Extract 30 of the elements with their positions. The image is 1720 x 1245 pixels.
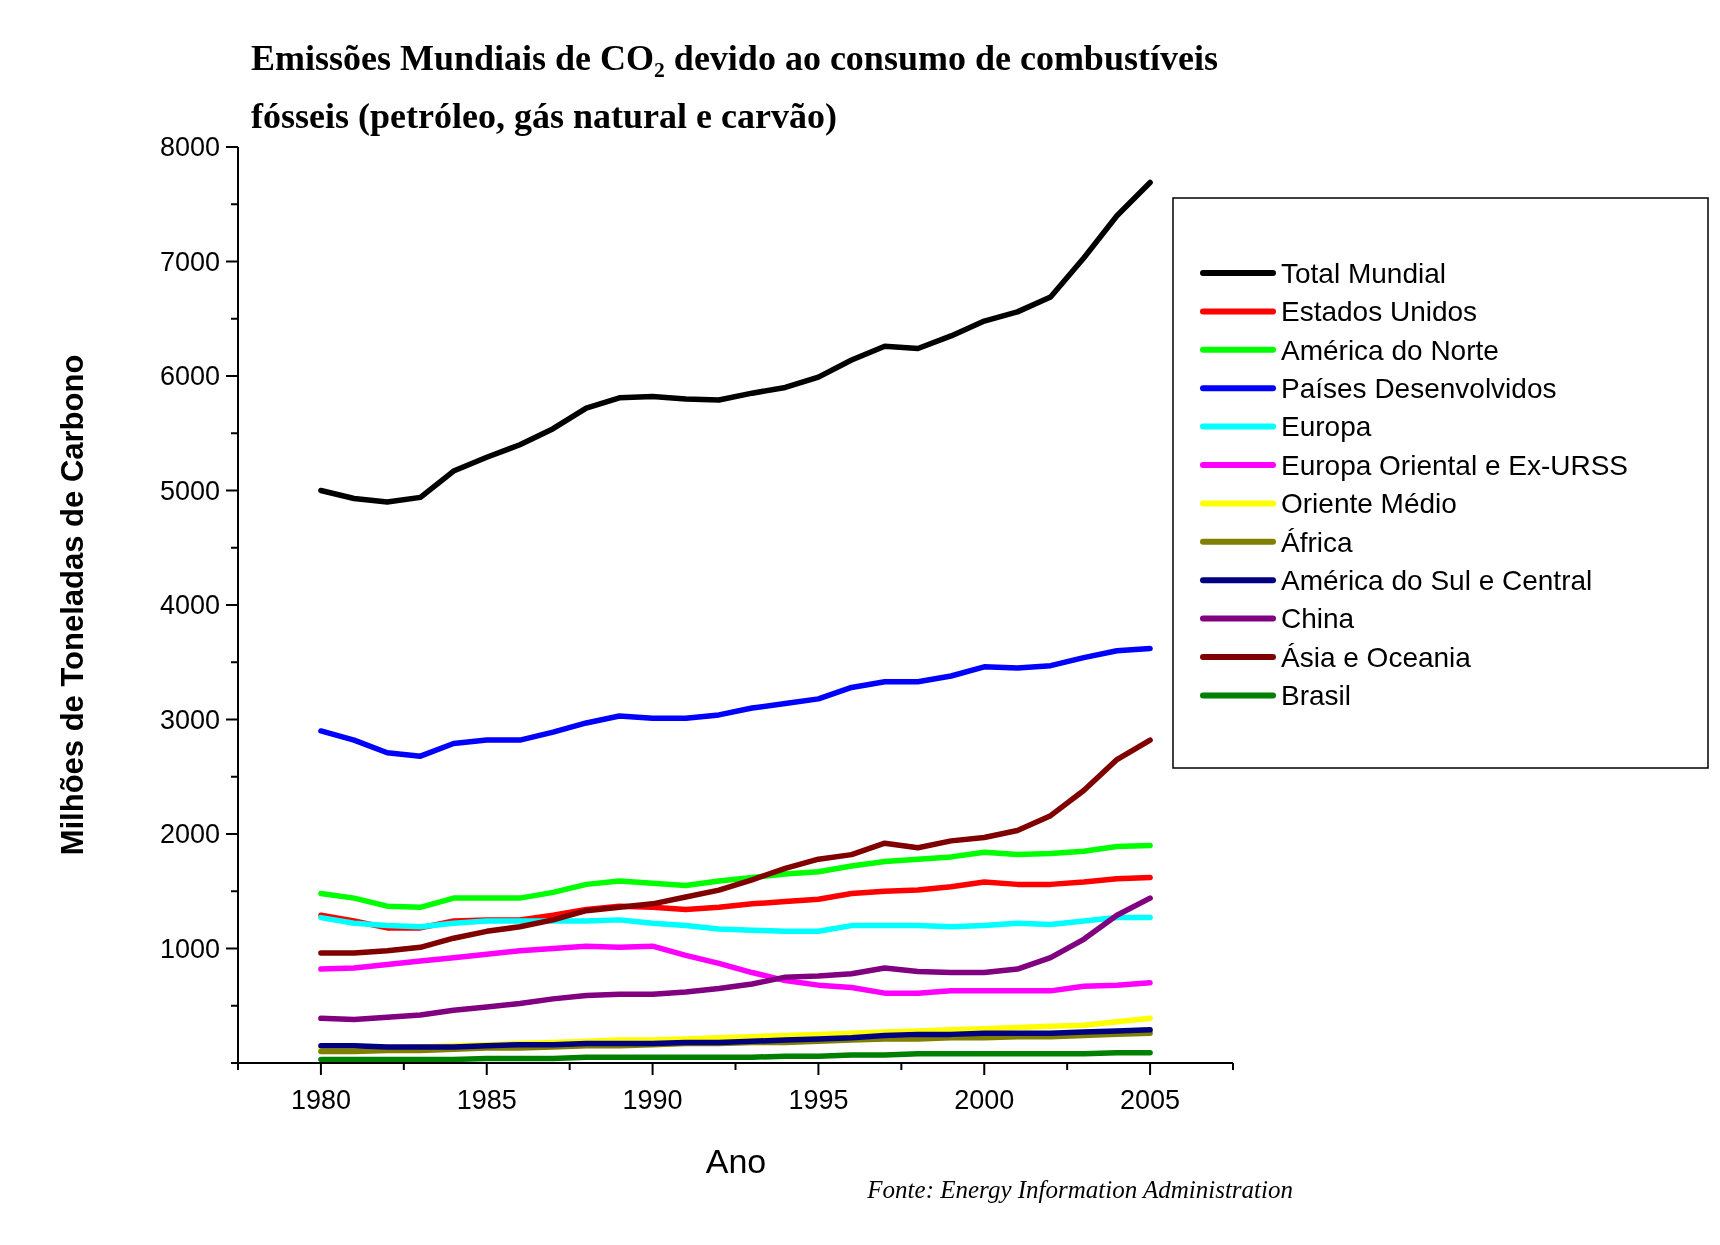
legend-label: Países Desenvolvidos (1281, 373, 1557, 404)
y-tick-label: 8000 (159, 132, 220, 163)
legend-label: Estados Unidos (1281, 296, 1478, 328)
y-tick-label: 7000 (159, 246, 220, 277)
x-tick-label: 1985 (456, 1085, 517, 1115)
x-tick-label: 2000 (954, 1085, 1015, 1115)
x-tick-label: 1980 (290, 1085, 351, 1115)
legend-label: África (1281, 526, 1353, 558)
legend-label: Europa Oriental e Ex-URSS (1281, 449, 1629, 481)
x-tick-label: 1990 (622, 1085, 683, 1115)
legend-label: Oriente Médio (1281, 488, 1457, 520)
y-tick-label: 4000 (159, 590, 220, 621)
legend-label: China (1281, 603, 1355, 635)
legend-label: Europa (1281, 411, 1372, 443)
source-note: Fonte: Energy Information Administration (866, 1176, 1293, 1203)
y-tick-label: 1000 (159, 933, 220, 964)
y-tick-label: 3000 (159, 704, 220, 735)
legend-label: Ásia e Oceania (1281, 641, 1472, 673)
y-tick-label: 6000 (159, 361, 220, 392)
legend-label: América do Norte (1281, 334, 1499, 366)
chart-title: Emissões Mundiais de CO₂ devido ao consumo de combustíveis fósseis (petróleo, gás natural e carvão) (251, 38, 1218, 136)
y-axis-title: Milhões de Toneladas de Carbono (55, 354, 90, 856)
legend-label: América do Sul e Central (1281, 565, 1593, 596)
legend-label: Brasil (1281, 680, 1352, 712)
x-tick-label: 2005 (1120, 1085, 1181, 1115)
x-axis-title: Ano (705, 1142, 767, 1180)
legend-label: Total Mundial (1281, 257, 1446, 289)
y-tick-label: 2000 (159, 819, 220, 850)
y-tick-label: 5000 (159, 475, 220, 506)
x-tick-label: 1995 (788, 1085, 849, 1115)
